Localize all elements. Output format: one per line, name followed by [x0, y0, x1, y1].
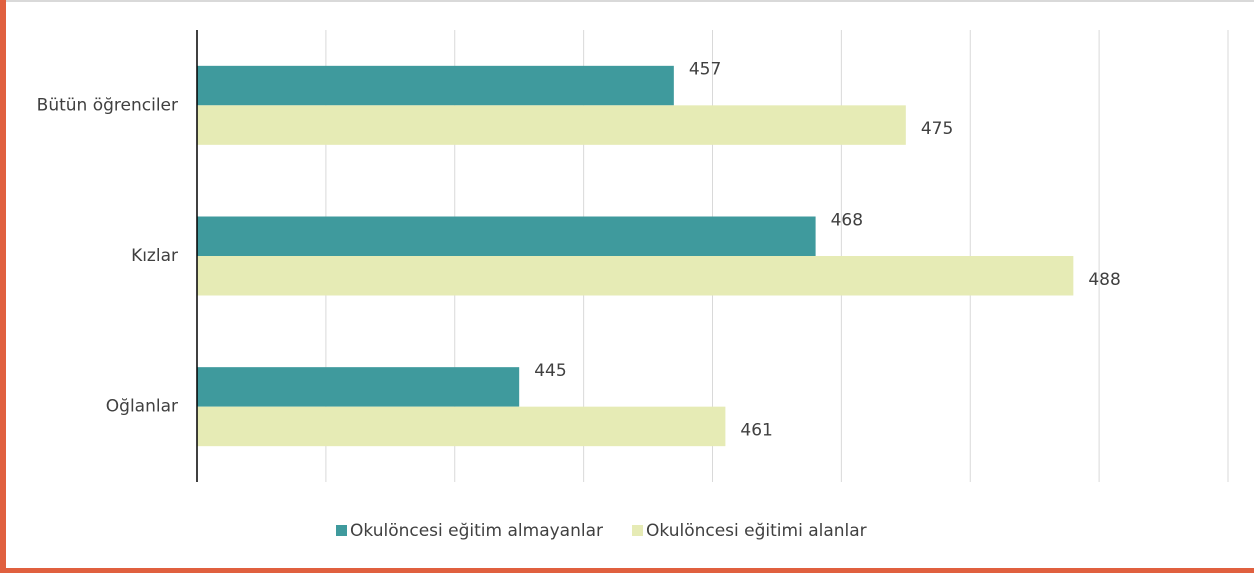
bar	[197, 216, 816, 256]
data-label: 457	[689, 60, 721, 80]
legend-label: Okulöncesi eğitim almayanlar	[350, 521, 603, 541]
bottom-border	[0, 568, 1254, 573]
bar	[197, 105, 906, 145]
bar	[197, 406, 726, 447]
bar	[197, 256, 1074, 296]
legend-label: Okulöncesi eğitimi alanlar	[646, 521, 867, 541]
data-label: 445	[534, 361, 566, 381]
legend: Okulöncesi eğitim almayanlar Okulöncesi e…	[336, 521, 867, 541]
data-label: 461	[740, 420, 772, 440]
legend-swatch	[336, 525, 347, 536]
legend-swatch	[632, 525, 643, 536]
data-label: 488	[1088, 270, 1120, 290]
y-tick-label: Oğlanlar	[106, 397, 178, 417]
y-tick-label: Kızlar	[131, 246, 178, 266]
bars: Bütün öğrenciler 457 475 Kızlar 468 488 Oğlanl…	[37, 60, 1121, 447]
left-border	[0, 0, 6, 573]
y-tick-label: Bütün öğrenciler	[37, 95, 178, 115]
data-label: 475	[921, 119, 953, 139]
bar	[197, 65, 674, 106]
data-label: 468	[831, 210, 863, 230]
bar	[197, 367, 520, 407]
